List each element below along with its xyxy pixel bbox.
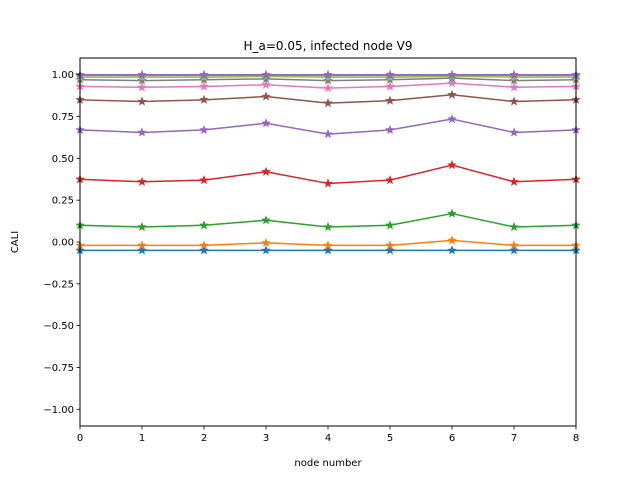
series-3-point-3 [261,166,271,176]
series-7-point-4 [323,75,333,85]
series-10-point-4 [323,69,333,79]
series-6-point-4 [323,83,333,93]
series-1-point-3 [261,237,271,247]
series-1-point-6 [447,235,457,245]
x-tick-label-7: 7 [511,433,517,444]
series-0-point-4 [323,245,333,255]
series-6-point-1 [137,82,147,92]
series-3-point-7 [509,176,519,186]
series-1-point-2 [199,240,209,250]
x-axis-ticks: 0 1 2 3 4 5 6 7 8 [77,426,579,444]
y-tick-label-2: −0.50 [43,321,74,332]
series-5-point-3 [261,91,271,101]
series-6-point-3 [261,79,271,89]
series-6-point-2 [199,81,209,91]
x-tick-label-5: 5 [387,433,393,444]
series-3-point-6 [447,160,457,170]
series-4-point-3 [261,118,271,128]
series-2-point-4 [323,221,333,232]
series-6-point-5 [385,81,395,91]
series-0-point-6 [447,245,457,255]
series-2-point-3 [261,215,271,225]
series-0-point-5 [385,245,395,255]
x-tick-label-3: 3 [263,433,269,444]
series-6-point-6 [447,78,457,88]
series-10-point-7 [509,69,519,79]
x-tick-label-0: 0 [77,433,83,444]
series-5 [75,89,581,108]
y-tick-label-7: 0.75 [52,112,74,123]
series-3-point-5 [385,175,395,185]
series-10-point-2 [199,69,209,79]
y-axis-label: CALI [10,231,21,253]
series-7-point-7 [509,75,519,85]
series-10-point-6 [447,69,457,79]
series-1 [75,235,581,250]
series-5-point-5 [385,95,395,105]
x-axis-label: node number [294,458,362,469]
series-10-point-1 [137,69,147,79]
x-tick-label-6: 6 [449,433,455,444]
series-2-point-7 [509,221,519,232]
series-1-point-5 [385,240,395,250]
series-2-point-6 [447,208,457,218]
series-4-point-2 [199,124,209,135]
y-axis-ticks: −1.00 −0.75 −0.50 −0.25 0.00 0.25 0.50 0.75 1.00 [43,70,80,416]
y-tick-label-1: −0.75 [43,363,74,374]
series-2-point-1 [137,221,147,232]
x-tick-label-4: 4 [325,433,331,444]
series-3-point-4 [323,178,333,188]
series-10-point-5 [385,69,395,79]
series-5-point-7 [509,96,519,106]
series-10-point-3 [261,69,271,79]
y-tick-label-3: −0.25 [43,279,74,290]
series-5-point-1 [137,96,147,106]
series-6-point-7 [509,82,519,92]
y-tick-label-0: −1.00 [43,405,74,416]
y-tick-label-4: 0.00 [52,238,74,249]
series-10 [75,69,581,79]
series-1-point-7 [509,240,519,250]
series-4-point-1 [137,127,147,137]
chart-title: H_a=0.05, infected node V9 [243,39,412,53]
series-4-point-7 [509,127,519,137]
series-7-point-1 [137,75,147,85]
series-3-point-2 [199,175,209,185]
x-tick-label-8: 8 [573,433,579,444]
x-tick-label-1: 1 [139,433,145,444]
series-5-point-6 [447,89,457,99]
series-5-point-2 [199,94,209,104]
series-2-point-5 [385,220,395,230]
series-0 [75,245,581,255]
x-tick-label-2: 2 [201,433,207,444]
series-5-point-4 [323,98,333,108]
series-2-point-2 [199,220,209,230]
series-0-point-1 [137,245,147,255]
series-0-point-2 [199,245,209,255]
series-1-point-4 [323,240,333,250]
y-tick-label-6: 0.50 [52,154,74,165]
series-1-point-1 [137,240,147,250]
y-tick-label-5: 0.25 [52,196,74,207]
series-3-point-1 [137,176,147,186]
y-tick-label-8: 1.00 [52,70,74,81]
series-0-point-3 [261,245,271,255]
series-4-point-4 [323,129,333,139]
series-0-point-7 [509,245,519,255]
series-4-point-5 [385,124,395,135]
series-layer [75,69,581,255]
series-4-point-6 [447,114,457,124]
